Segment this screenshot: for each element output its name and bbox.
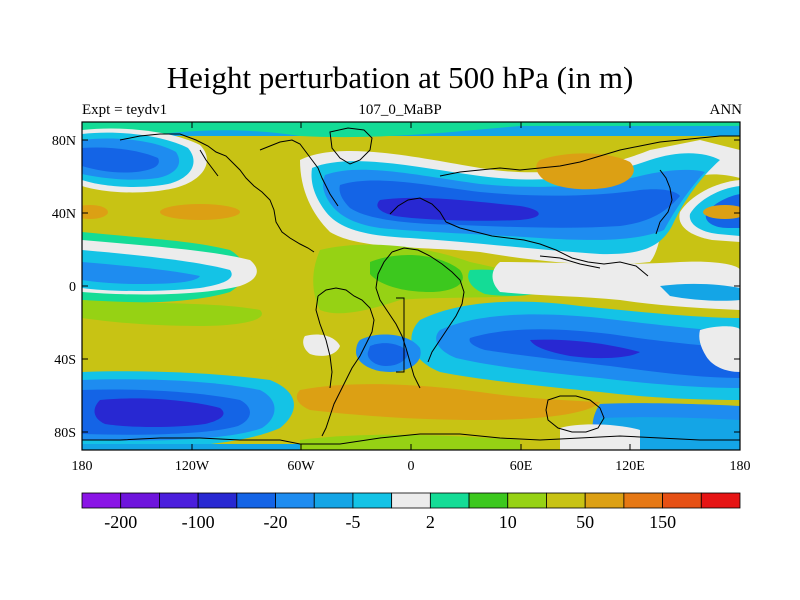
colorbar-box <box>159 492 199 509</box>
colorbar-box <box>623 492 663 509</box>
lon-label-0: 0 <box>408 459 415 474</box>
antarctica-coast <box>82 433 740 445</box>
australia-coast <box>545 395 605 433</box>
colorbar-box <box>429 492 470 509</box>
lat-label-40s: 40S <box>54 353 76 368</box>
africa-coast <box>375 251 421 389</box>
lon-label-120e: 120E <box>615 459 645 474</box>
colorbar-box <box>197 492 238 509</box>
pacific-ridge <box>160 204 240 220</box>
latitude-labels: 80N 40N 0 40S 80S <box>52 134 76 441</box>
lat-label-40n: 40N <box>52 207 76 222</box>
siberia-ridge <box>536 153 634 190</box>
colorbar-label: -200 <box>104 512 137 532</box>
pacific-equatorial-low <box>82 262 200 284</box>
season-label: ANN <box>709 102 743 118</box>
colorbar-label: -5 <box>345 512 360 532</box>
colorbar <box>81 492 741 509</box>
nw-trough-core <box>82 147 159 173</box>
lon-label-180w: 180 <box>72 459 93 474</box>
lat-label-0: 0 <box>69 280 76 295</box>
colorbar-box <box>546 492 586 509</box>
colorbar-box <box>507 492 547 509</box>
coastlines <box>82 127 740 445</box>
colorbar-label: -100 <box>182 512 215 532</box>
colorbar-box <box>275 492 315 509</box>
southern-ocean-ridge <box>296 384 600 420</box>
colorbar-label: 50 <box>576 512 594 532</box>
lon-label-180e: 180 <box>730 459 751 474</box>
tropical-white-band <box>492 261 740 310</box>
colorbar-box <box>700 492 741 509</box>
lat-label-80n: 80N <box>52 134 76 149</box>
lon-label-60e: 60E <box>510 459 533 474</box>
colorbar-label: 10 <box>499 512 517 532</box>
map-title: Height perturbation at 500 hPa (in m) <box>166 60 634 95</box>
tick-marks <box>82 122 740 450</box>
eurasia-trough-core <box>377 197 539 221</box>
lon-label-60w: 60W <box>287 459 315 474</box>
colorbar-labels: -200 -100 -20 -5 2 10 50 150 <box>104 512 676 532</box>
period-label: 107_0_MaBP <box>358 102 442 118</box>
north-america-coast <box>119 133 315 253</box>
colorbar-box <box>662 492 702 509</box>
colorbar-box <box>313 492 354 509</box>
lon-label-120w: 120W <box>175 459 210 474</box>
south-america-coast <box>317 287 375 437</box>
colorbar-label: 150 <box>649 512 676 532</box>
colorbar-box <box>120 492 160 509</box>
longitude-labels: 180 120W 60W 0 60E 120E 180 <box>72 459 751 474</box>
africa-green <box>370 255 463 292</box>
colorbar-box <box>468 492 509 509</box>
lat-label-80s: 80S <box>54 426 76 441</box>
colorbar-box <box>352 492 393 509</box>
colorbar-label: 2 <box>426 512 435 532</box>
colorbar-box <box>81 492 122 509</box>
colorbar-box <box>584 492 625 509</box>
indian-ocean-trough-core <box>530 339 640 359</box>
experiment-label: Expt = teydv1 <box>82 102 168 118</box>
colorbar-box <box>391 492 431 509</box>
height-field <box>82 122 740 450</box>
colorbar-label: -20 <box>264 512 288 532</box>
colorbar-box <box>236 492 276 509</box>
eurasia-coast <box>439 135 740 177</box>
south-pacific-trough-core <box>94 398 224 427</box>
